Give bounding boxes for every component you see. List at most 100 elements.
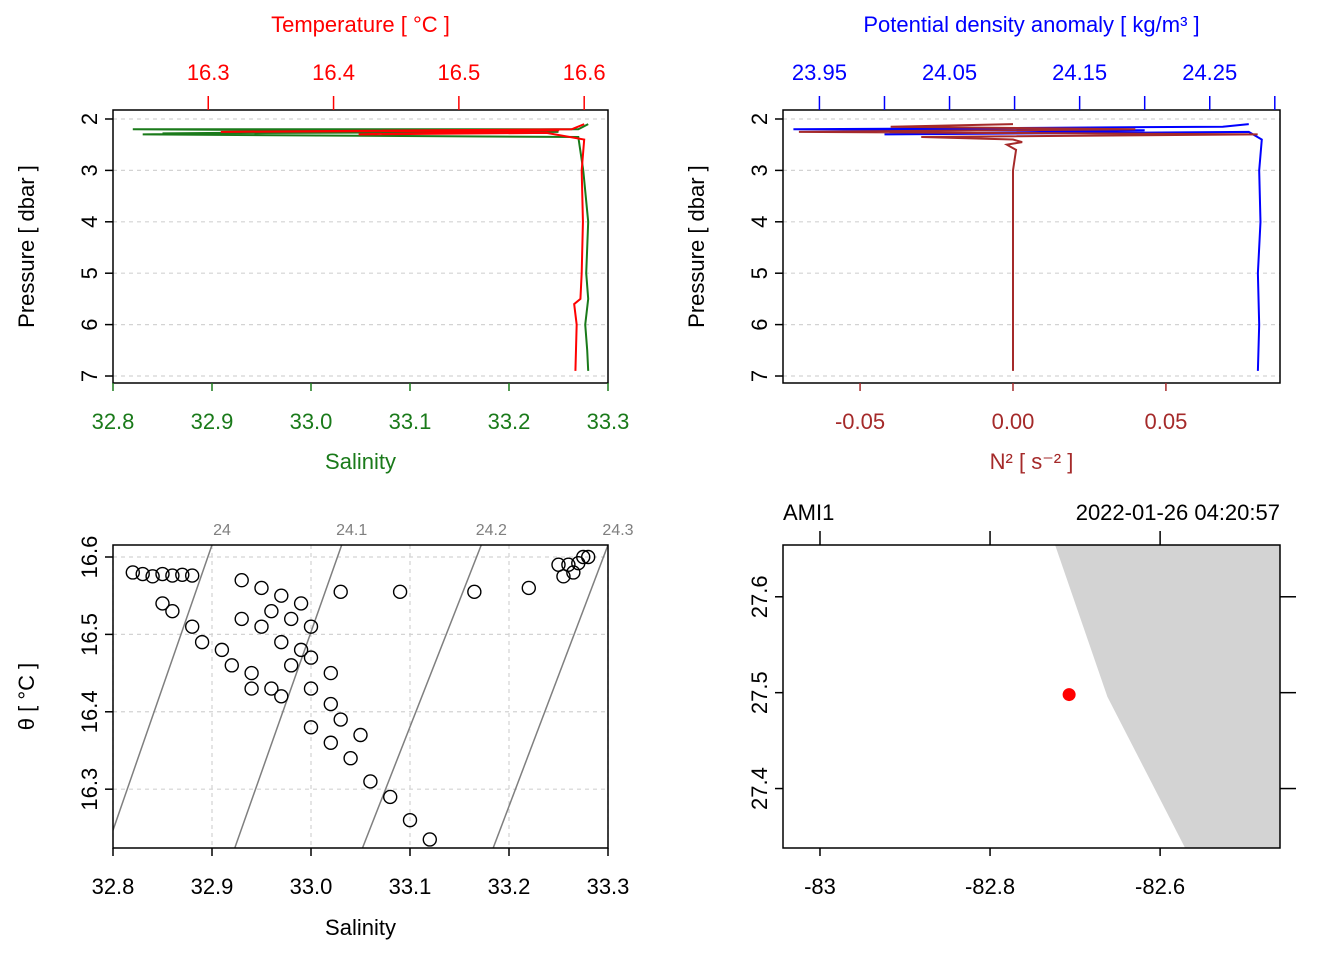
ts-point [234,573,249,588]
x-axis-title: Salinity [325,449,396,474]
ts-point [214,642,230,658]
ts-point [244,665,259,681]
isopycnal-label: 24 [213,522,231,539]
ts-point [184,568,200,583]
x-tick-label: 32.9 [191,874,234,899]
plot-frame [782,109,1281,384]
y-tick-label: 2 [747,113,772,125]
ts-point [165,603,180,619]
ts-point [363,774,378,789]
ts-point [576,549,591,565]
ts-point [467,584,482,600]
plot-frame [112,109,609,384]
ts-point [303,720,319,735]
isopycnal [361,545,482,848]
ts-point [125,565,141,580]
ts-point [155,596,170,611]
y-tick-label: 27.4 [747,767,772,810]
ts-point [244,681,259,696]
y-tick-label: 16.5 [77,613,102,656]
x-axis-title: N² [ s⁻² ] [990,449,1074,474]
x-tick-label: 32.8 [92,409,135,434]
x-tick-label: 33.3 [587,409,630,434]
x-tick-label: -82.8 [965,874,1015,899]
x2-tick-label: 24.25 [1182,60,1237,85]
x-tick-label: -0.05 [835,409,885,434]
ts-point [184,619,200,634]
y-tick-label: 7 [77,370,102,382]
y-tick-label: 3 [747,164,772,176]
y-axis-title: Pressure [ dbar ] [14,165,39,328]
y-tick-label: 2 [77,113,102,125]
ts-point [343,751,358,766]
x-axis-title: Salinity [325,915,396,940]
ts-point [556,569,571,584]
ts-point [194,634,210,650]
ts-point [135,566,150,582]
y-tick-label: 6 [77,318,102,330]
ts-point [165,568,180,583]
x2-axis-title: Temperature [ °C ] [271,12,450,37]
x2-tick-label: 24.05 [922,60,977,85]
y-tick-label: 5 [77,267,102,279]
y-tick-label: 6 [747,318,772,330]
x-tick-label: -83 [804,874,836,899]
isopycnal-label: 24.3 [602,522,633,539]
ts-point [392,584,408,600]
y-tick-label: 27.5 [747,671,772,714]
station [1062,688,1076,702]
ts-point [383,789,398,805]
ts-point [274,634,289,650]
ts-point [303,650,319,665]
y-axis-title: θ [ °C ] [14,663,39,730]
ts-point [274,689,289,704]
isopycnal-label: 24.2 [476,522,507,539]
plot-frame [112,544,609,849]
y-tick-label: 3 [77,164,102,176]
x-tick-label: 33.0 [290,409,333,434]
ts-point [402,812,418,828]
ts-point [293,596,309,611]
ts-point [234,611,249,627]
station-name: AMI1 [783,500,834,525]
ts-point [566,565,581,580]
land [1055,545,1280,848]
x-tick-label: 33.0 [290,874,333,899]
ts-point [422,832,437,847]
x2-tick-label: 16.4 [312,60,355,85]
x2-axis-title: Potential density anomaly [ kg/m³ ] [863,12,1199,37]
profile-line [220,123,586,371]
isopycnal-label: 24.1 [336,522,367,539]
ts-point [155,566,170,582]
y-tick-label: 16.3 [77,768,102,811]
x-tick-label: 32.9 [191,409,234,434]
x-tick-label: 0.05 [1145,409,1188,434]
ts-point [284,611,299,627]
x-tick-label: 0.00 [992,409,1035,434]
ts-point [284,658,299,673]
x-tick-label: 32.8 [92,874,135,899]
x-tick-label: 33.1 [389,409,432,434]
x-tick-label: 33.1 [389,874,432,899]
ts-point [293,642,309,658]
profile-line [793,123,1263,371]
x2-tick-label: 24.15 [1052,60,1107,85]
ts-point [264,603,279,619]
ts-point [353,727,368,743]
isopycnal [492,545,608,848]
x-tick-label: -82.6 [1135,874,1185,899]
y-tick-label: 27.6 [747,575,772,618]
ts-point [303,681,319,696]
ts-point [264,681,279,696]
y-tick-label: 16.4 [77,690,102,733]
x2-tick-label: 16.6 [563,60,606,85]
ts-point [224,658,240,673]
station-time: 2022-01-26 04:20:57 [1076,500,1280,525]
x-tick-label: 33.2 [488,874,531,899]
y-tick-label: 7 [747,370,772,382]
ts-point [323,735,338,750]
ts-point [333,584,348,600]
y-tick-label: 4 [747,216,772,228]
ts-point [581,549,596,565]
ts-point [303,619,319,634]
